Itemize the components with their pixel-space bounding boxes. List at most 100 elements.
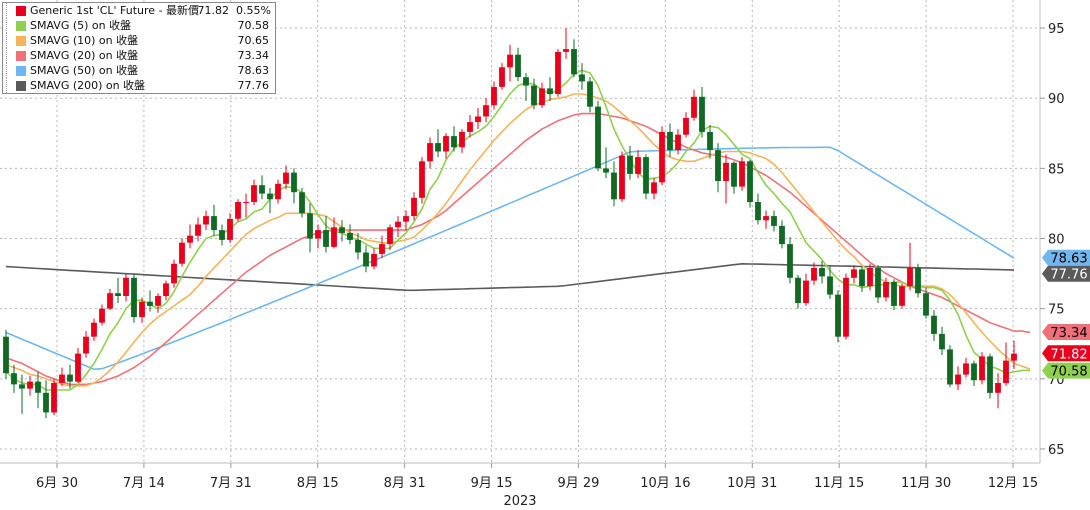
candle-down bbox=[667, 131, 673, 151]
candle-up bbox=[379, 244, 385, 254]
candle-down bbox=[523, 77, 529, 86]
legend-change: 0.55% bbox=[236, 4, 271, 17]
candle-up bbox=[659, 131, 665, 183]
legend-label-sma50: SMAVG (50) on 收盤 bbox=[30, 64, 139, 77]
candle-up bbox=[403, 216, 409, 222]
candle-down bbox=[11, 373, 17, 385]
candle-down bbox=[115, 293, 121, 296]
y-tick-label: 90 bbox=[1048, 92, 1065, 107]
candle-down bbox=[931, 315, 937, 334]
candle-up bbox=[275, 183, 281, 200]
candle-up bbox=[811, 268, 817, 281]
legend-label-sma5: SMAVG (5) on 收盤 bbox=[30, 19, 132, 32]
candle-up bbox=[155, 296, 161, 306]
candle-up bbox=[59, 374, 65, 383]
y-tick-label: 95 bbox=[1048, 22, 1065, 37]
value-tag-box bbox=[1042, 249, 1090, 266]
legend-item-sma10: SMAVG (10) on 收盤 70.65 bbox=[3, 33, 275, 48]
legend-item-sma5: SMAVG (5) on 收盤 70.58 bbox=[3, 18, 275, 33]
candle-up bbox=[491, 87, 497, 106]
candle-down bbox=[819, 268, 825, 277]
candle-up bbox=[171, 263, 177, 284]
candle-down bbox=[67, 374, 73, 382]
legend-value-sma5: 70.58 bbox=[237, 19, 270, 32]
candle-up bbox=[899, 286, 905, 306]
legend-value-sma10: 70.65 bbox=[237, 34, 270, 47]
tree-connector bbox=[6, 48, 15, 63]
candle-down bbox=[43, 392, 49, 413]
sma-20-line bbox=[5, 112, 1031, 386]
sma-5-line bbox=[5, 69, 1030, 391]
y-tick-label: 75 bbox=[1048, 303, 1065, 318]
candle-down bbox=[699, 96, 705, 132]
candle-up bbox=[803, 280, 809, 303]
legend-header: Generic 1st 'CL' Future - 最新價 71.82 0.55… bbox=[3, 3, 275, 18]
candle-down bbox=[971, 363, 977, 381]
x-tick-label: 8月 15 bbox=[297, 476, 339, 491]
candle-down bbox=[355, 239, 361, 253]
candle-down bbox=[755, 202, 761, 221]
candle-up bbox=[691, 96, 697, 118]
x-tick-label: 8月 31 bbox=[384, 476, 426, 491]
candle-up bbox=[411, 197, 417, 216]
legend-swatch-price bbox=[16, 6, 26, 16]
candle-up bbox=[499, 67, 505, 87]
x-tick-label: 11月 15 bbox=[814, 476, 864, 491]
candle-down bbox=[323, 230, 329, 247]
candle-up bbox=[179, 242, 185, 264]
legend-last-price: 71.82 bbox=[197, 4, 230, 17]
legend-swatch-sma10 bbox=[16, 36, 26, 46]
x-tick-label: 7月 31 bbox=[210, 476, 252, 491]
candle-down bbox=[291, 172, 297, 193]
candle-up bbox=[619, 155, 625, 200]
candle-up bbox=[331, 227, 337, 247]
candle-down bbox=[299, 192, 305, 214]
candle-down bbox=[435, 143, 441, 152]
candle-up bbox=[907, 268, 913, 287]
tree-connector bbox=[6, 63, 15, 78]
x-axis: 6月 30 7月 14 7月 31 8月 15 8月 31 9月 15 9月 29 10月 1… bbox=[0, 462, 1040, 509]
candle-up bbox=[243, 202, 249, 203]
candle-up bbox=[539, 88, 545, 106]
legend-item-sma50: SMAVG (50) on 收盤 78.63 bbox=[3, 63, 275, 78]
candle-up bbox=[163, 283, 169, 296]
candle-up bbox=[475, 116, 481, 123]
candle-down bbox=[611, 172, 617, 200]
value-tag-box bbox=[1042, 265, 1090, 282]
year-label: 2023 bbox=[503, 494, 536, 509]
candle-up bbox=[235, 202, 241, 219]
candle-down bbox=[643, 157, 649, 194]
legend-value-sma20: 73.34 bbox=[237, 49, 270, 62]
sma-50-line bbox=[5, 146, 1015, 371]
candle-up bbox=[419, 161, 425, 198]
candle-up bbox=[283, 172, 289, 184]
candle-up bbox=[651, 182, 657, 194]
candle-down bbox=[779, 225, 785, 245]
candle-down bbox=[307, 213, 313, 239]
candle-down bbox=[731, 162, 737, 187]
candle-up bbox=[51, 383, 57, 413]
chart-legend: Generic 1st 'CL' Future - 最新價 71.82 0.55… bbox=[2, 2, 276, 94]
candle-up bbox=[395, 221, 401, 228]
candle-up bbox=[371, 253, 377, 267]
candle-up bbox=[683, 117, 689, 135]
candle-down bbox=[915, 268, 921, 294]
legend-swatch-sma200 bbox=[16, 81, 26, 91]
candle-up bbox=[1011, 353, 1017, 361]
candle-up bbox=[195, 224, 201, 236]
candle-down bbox=[35, 381, 41, 393]
candle-up bbox=[739, 161, 745, 187]
candle-down bbox=[579, 74, 585, 82]
legend-label-sma20: SMAVG (20) on 收盤 bbox=[30, 49, 139, 62]
candle-down bbox=[267, 193, 273, 200]
candle-up bbox=[635, 157, 641, 174]
candle-up bbox=[139, 301, 145, 318]
candlesticks bbox=[3, 28, 1017, 419]
candle-up bbox=[1003, 360, 1009, 383]
candle-down bbox=[515, 54, 521, 78]
sma-10-line bbox=[5, 93, 1031, 387]
tree-connector bbox=[6, 78, 15, 93]
